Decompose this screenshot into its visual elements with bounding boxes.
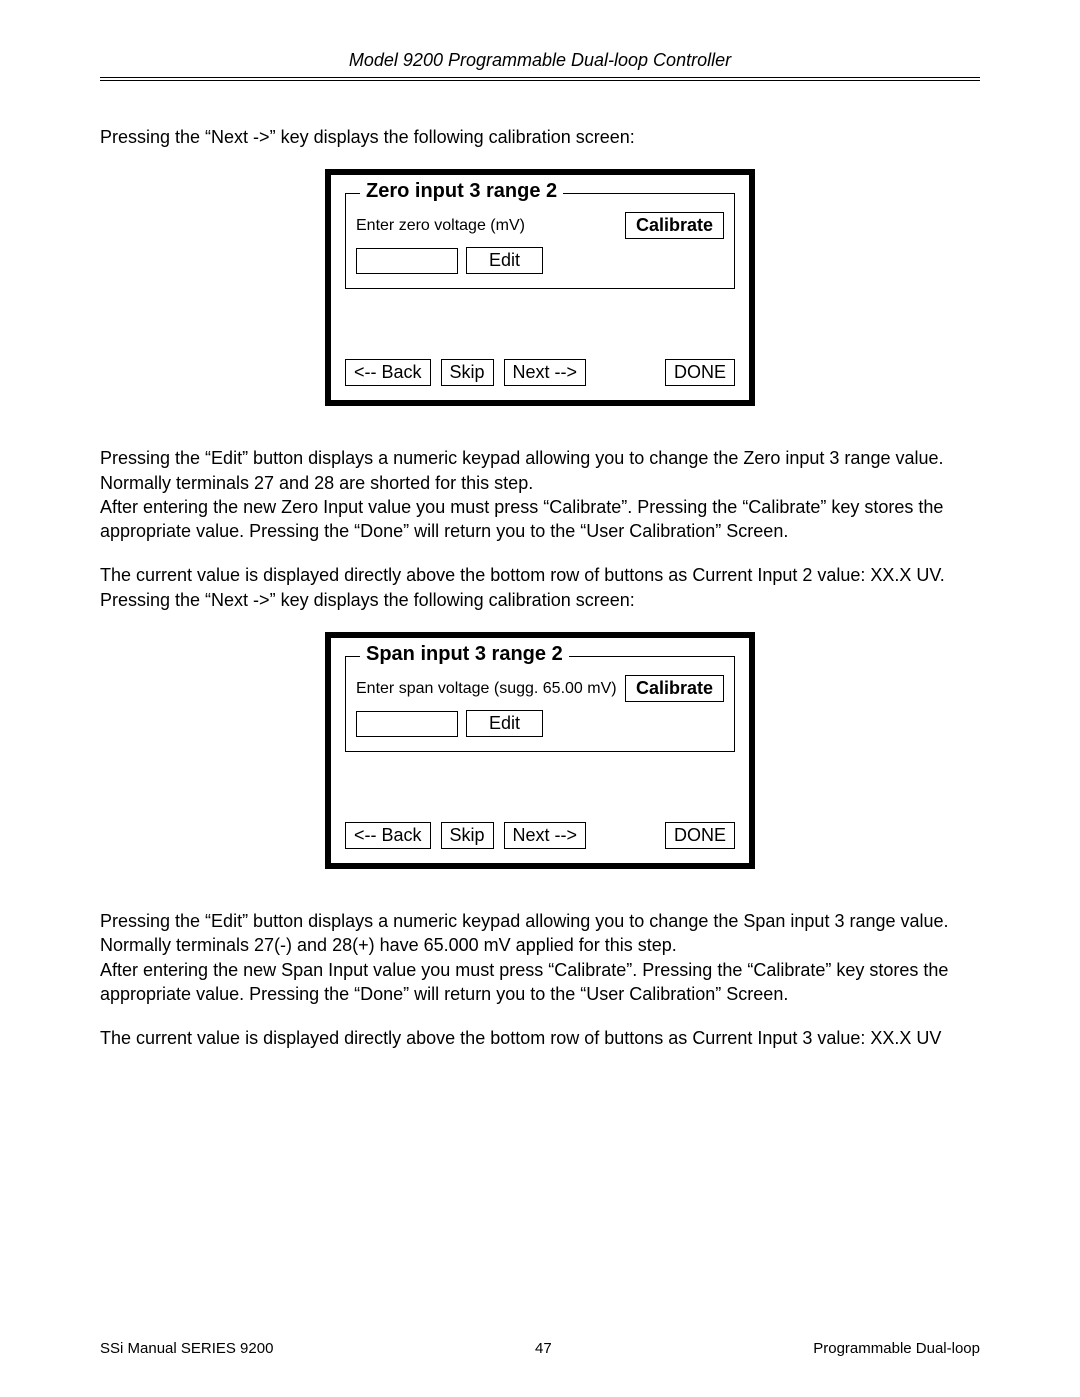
span-row2: Edit — [356, 710, 724, 737]
paragraph-5: The current value is displayed directly … — [100, 1026, 980, 1050]
span-value-input[interactable] — [356, 711, 458, 737]
screen1-wrap: Zero input 3 range 2 Enter zero voltage … — [100, 169, 980, 406]
calibration-screen-span: Span input 3 range 2 Enter span voltage … — [325, 632, 755, 869]
paragraph-2a: Pressing the “Edit” button displays a nu… — [100, 446, 980, 495]
intro-paragraph-1: Pressing the “Next ->” key displays the … — [100, 125, 980, 149]
zero-prompt: Enter zero voltage (mV) — [356, 217, 525, 235]
edit-button[interactable]: Edit — [466, 247, 543, 274]
zero-row1: Enter zero voltage (mV) Calibrate — [356, 212, 724, 239]
back-button[interactable]: <-- Back — [345, 359, 431, 386]
footer-right: Programmable Dual-loop — [813, 1340, 980, 1357]
calibrate-button[interactable]: Calibrate — [625, 675, 724, 702]
span-row1: Enter span voltage (sugg. 65.00 mV) Cali… — [356, 675, 724, 702]
next-button[interactable]: Next --> — [504, 359, 587, 386]
done-button[interactable]: DONE — [665, 822, 735, 849]
header-rule — [100, 77, 980, 85]
footer-left: SSi Manual SERIES 9200 — [100, 1340, 273, 1357]
zero-value-input[interactable] — [356, 248, 458, 274]
calibration-screen-zero: Zero input 3 range 2 Enter zero voltage … — [325, 169, 755, 406]
skip-button[interactable]: Skip — [441, 359, 494, 386]
skip-button[interactable]: Skip — [441, 822, 494, 849]
screen2-wrap: Span input 3 range 2 Enter span voltage … — [100, 632, 980, 869]
span-nav-row: <-- Back Skip Next --> DONE — [345, 822, 735, 849]
footer-page-number: 47 — [535, 1340, 552, 1357]
zero-row2: Edit — [356, 247, 724, 274]
edit-button[interactable]: Edit — [466, 710, 543, 737]
span-prompt: Enter span voltage (sugg. 65.00 mV) — [356, 680, 617, 698]
back-button[interactable]: <-- Back — [345, 822, 431, 849]
page-header-title: Model 9200 Programmable Dual-loop Contro… — [100, 50, 980, 71]
page: Model 9200 Programmable Dual-loop Contro… — [0, 0, 1080, 1397]
zero-legend: Zero input 3 range 2 — [360, 180, 563, 203]
paragraph-4a: Pressing the “Edit” button displays a nu… — [100, 909, 980, 958]
done-button[interactable]: DONE — [665, 359, 735, 386]
paragraph-3: The current value is displayed directly … — [100, 563, 980, 612]
zero-nav-row: <-- Back Skip Next --> DONE — [345, 359, 735, 386]
paragraph-2b: After entering the new Zero Input value … — [100, 495, 980, 544]
calibrate-button[interactable]: Calibrate — [625, 212, 724, 239]
next-button[interactable]: Next --> — [504, 822, 587, 849]
span-fieldset: Span input 3 range 2 Enter span voltage … — [345, 656, 735, 752]
span-legend: Span input 3 range 2 — [360, 643, 569, 666]
paragraph-4b: After entering the new Span Input value … — [100, 958, 980, 1007]
page-footer: SSi Manual SERIES 9200 47 Programmable D… — [100, 1340, 980, 1357]
zero-fieldset: Zero input 3 range 2 Enter zero voltage … — [345, 193, 735, 289]
